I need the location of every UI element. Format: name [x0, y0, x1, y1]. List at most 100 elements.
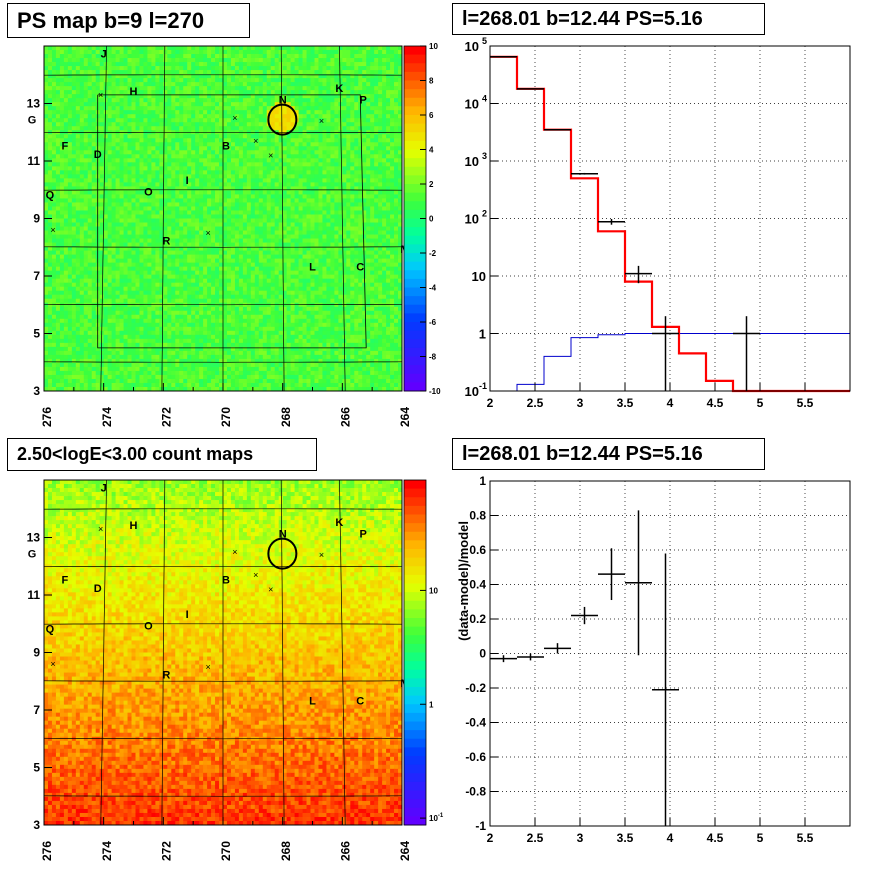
heatmap-cell [179, 238, 184, 243]
heatmap-cell [179, 154, 184, 159]
heatmap-cell [111, 122, 116, 127]
heatmap-cell [211, 170, 216, 175]
heatmap-cell [215, 198, 220, 203]
heatmap-cell [223, 66, 228, 71]
heatmap-cell [79, 210, 85, 215]
heatmap-cell [195, 210, 200, 215]
heatmap-cell [318, 134, 323, 139]
heatmap-cell [123, 122, 128, 127]
heatmap-cell [111, 58, 116, 63]
heatmap-cell [167, 174, 172, 179]
heatmap-cell [83, 210, 89, 215]
heatmap-cell [107, 214, 113, 219]
heatmap-cell [226, 154, 232, 159]
heatmap-cell [207, 154, 212, 159]
heatmap-cell [386, 202, 391, 207]
heatmap-cell [262, 138, 268, 143]
heatmap-cell [107, 218, 113, 223]
heatmap-cell [83, 118, 89, 123]
heatmap-cell [322, 230, 327, 235]
heatmap-cell [266, 98, 272, 103]
heatmap-cell [342, 194, 347, 199]
heatmap-cell [87, 110, 93, 115]
heatmap-cell [83, 110, 89, 115]
heatmap-cell [139, 78, 144, 83]
heatmap-cell [75, 126, 81, 131]
heatmap-cell [63, 138, 69, 143]
heatmap-cell [135, 210, 140, 215]
heatmap-cell [234, 226, 240, 231]
heatmap-cell [83, 254, 89, 260]
heatmap-cell [127, 58, 132, 63]
heatmap-cell [302, 198, 307, 203]
heatmap-cell [226, 262, 232, 268]
heatmap-cell [282, 154, 288, 159]
heatmap-cell [115, 150, 120, 155]
heatmap-cell [71, 66, 77, 71]
heatmap-cell [223, 54, 228, 59]
heatmap-cell [171, 258, 176, 264]
heatmap-cell [111, 62, 116, 67]
heatmap-cell [318, 190, 323, 195]
heatmap-cell [246, 90, 252, 95]
heatmap-cell [374, 206, 379, 211]
heatmap-cell [91, 266, 97, 272]
heatmap-cell [390, 242, 395, 247]
heatmap-cell [179, 134, 184, 139]
heatmap-cell [135, 98, 140, 103]
heatmap-cell [155, 162, 160, 167]
heatmap-cell [119, 238, 124, 243]
heatmap-cell [342, 178, 347, 183]
heatmap-cell [338, 138, 343, 143]
heatmap-cell [302, 202, 307, 207]
heatmap-cell [362, 158, 367, 163]
heatmap-cell [282, 150, 288, 155]
heatmap-cell [44, 98, 49, 103]
heatmap-cell [246, 194, 252, 199]
heatmap-cell [44, 186, 49, 191]
heatmap-cell [155, 166, 160, 171]
heatmap-cell [191, 78, 196, 83]
heatmap-cell [187, 90, 192, 95]
heatmap-cell [215, 254, 220, 260]
heatmap-cell [151, 174, 156, 179]
heatmap-cell [270, 54, 276, 59]
heatmap-cell [111, 230, 116, 235]
heatmap-cell [290, 162, 295, 167]
heatmap-cell [75, 238, 81, 243]
heatmap-cell [386, 138, 391, 143]
heatmap-cell [123, 214, 128, 219]
heatmap-cell [103, 58, 109, 63]
heatmap-cell [155, 254, 160, 260]
heatmap-cell [294, 254, 299, 260]
heatmap-cell [302, 134, 307, 139]
heatmap-cell [163, 262, 168, 268]
heatmap-cell [382, 210, 387, 215]
heatmap-cell [294, 246, 299, 251]
heatmap-cell [211, 262, 216, 268]
heatmap-cell [187, 234, 192, 239]
heatmap-cell [346, 194, 351, 199]
heatmap-cell [390, 110, 395, 115]
heatmap-cell [386, 78, 391, 83]
heatmap-cell [390, 66, 395, 71]
heatmap-cell [99, 234, 105, 239]
heatmap-cell [282, 174, 288, 179]
heatmap-cell [234, 174, 240, 179]
heatmap-cell [350, 62, 355, 67]
heatmap-cell [246, 86, 252, 91]
heatmap-cell [219, 226, 224, 231]
heatmap-cell [87, 162, 93, 167]
heatmap-cell [127, 94, 132, 99]
heatmap-cell [63, 214, 69, 219]
heatmap-cell [254, 154, 260, 159]
heatmap-cell [163, 82, 168, 87]
heatmap-cell [334, 142, 339, 147]
heatmap-cell [354, 126, 359, 131]
heatmap-cell [191, 66, 196, 71]
heatmap-cell [342, 118, 347, 123]
heatmap-cell [63, 254, 69, 260]
heatmap-cell [151, 194, 156, 199]
heatmap-cell [350, 46, 355, 51]
heatmap-cell [342, 82, 347, 87]
